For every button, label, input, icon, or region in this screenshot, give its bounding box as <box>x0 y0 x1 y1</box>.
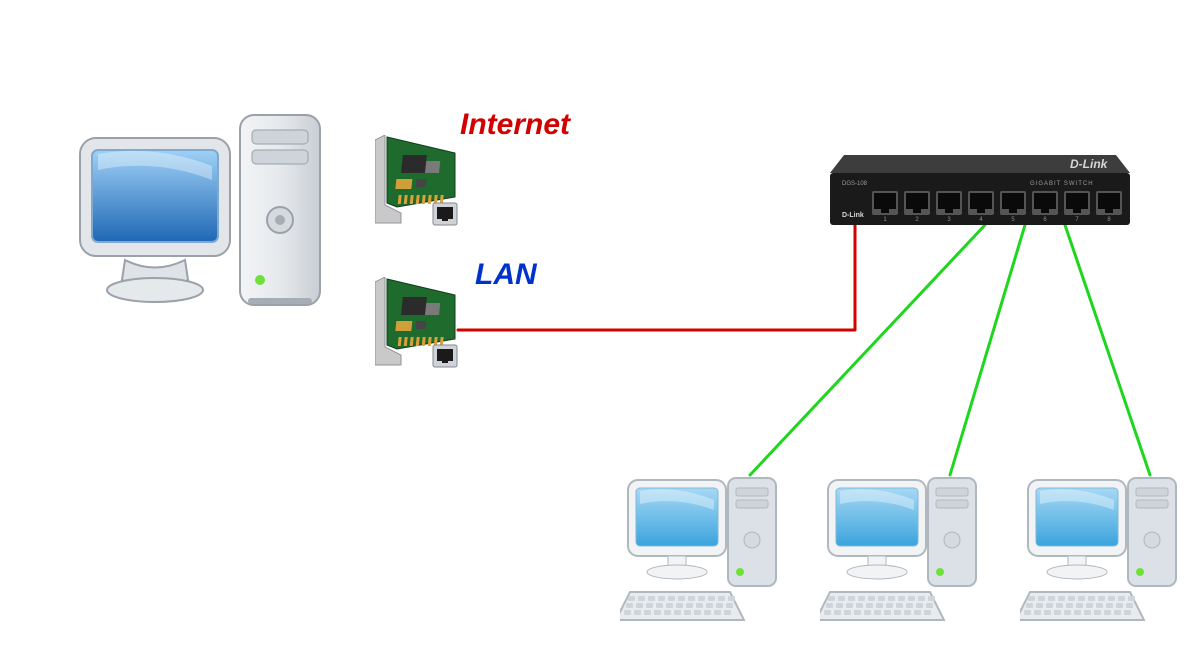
svg-text:D-Link: D-Link <box>842 212 864 219</box>
svg-text:GIGABIT SWITCH: GIGABIT SWITCH <box>1030 181 1094 187</box>
client-pc-1-icon <box>620 460 790 630</box>
network-diagram: D-Link DGS-108 GIGABIT SWITCH D-Link 123… <box>0 0 1200 669</box>
lan-label: LAN <box>475 258 537 292</box>
main-pc-icon <box>70 110 340 330</box>
client-pc-2-icon <box>820 460 990 630</box>
internet-label: Internet <box>460 108 570 142</box>
nic-card-internet-icon <box>375 135 470 230</box>
network-switch-icon: D-Link DGS-108 GIGABIT SWITCH D-Link 123… <box>820 155 1140 245</box>
client-pc-3-icon <box>1020 460 1190 630</box>
nic-card-lan-icon <box>375 277 470 372</box>
svg-text:DGS-108: DGS-108 <box>842 181 868 187</box>
svg-text:D-Link: D-Link <box>1070 157 1109 171</box>
